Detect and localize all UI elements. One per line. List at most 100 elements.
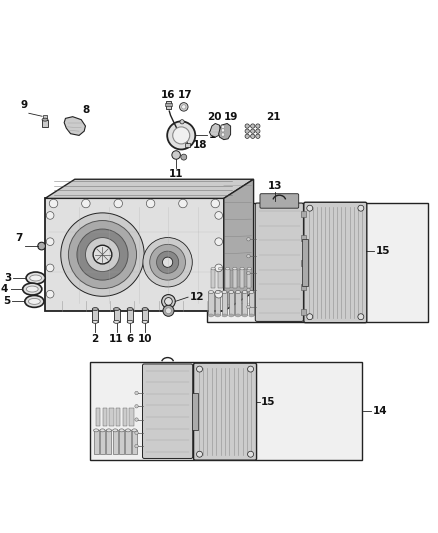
Bar [302,239,308,286]
Circle shape [307,314,313,320]
Ellipse shape [23,283,42,295]
Ellipse shape [142,308,148,311]
Bar [113,430,118,454]
Circle shape [49,199,58,208]
Circle shape [247,288,250,292]
Ellipse shape [26,272,45,284]
Bar [123,408,127,426]
Circle shape [85,238,120,272]
Circle shape [135,418,138,421]
Ellipse shape [106,429,111,432]
Ellipse shape [28,298,40,304]
FancyBboxPatch shape [255,203,304,321]
Ellipse shape [94,429,99,432]
Ellipse shape [229,314,234,317]
Text: 3: 3 [4,273,12,283]
Circle shape [245,134,249,139]
Circle shape [247,305,250,309]
Circle shape [146,199,155,208]
Polygon shape [219,124,230,140]
FancyBboxPatch shape [304,202,367,322]
Circle shape [245,124,249,128]
Bar [43,115,47,119]
Bar [233,269,237,288]
Ellipse shape [132,429,137,432]
Ellipse shape [242,314,247,317]
Text: 5: 5 [3,296,11,306]
Text: 8: 8 [82,105,90,115]
Bar [211,269,215,288]
Circle shape [181,154,187,160]
Circle shape [251,124,255,128]
Text: 9: 9 [20,100,27,110]
FancyBboxPatch shape [260,193,299,208]
Circle shape [68,221,137,289]
Circle shape [46,264,54,272]
Circle shape [135,445,138,448]
Text: 18: 18 [193,140,208,150]
Bar [192,393,198,430]
Circle shape [247,451,254,457]
Bar [90,362,362,460]
Circle shape [247,366,254,372]
Circle shape [256,124,260,128]
Circle shape [150,244,185,280]
Ellipse shape [233,268,237,270]
Circle shape [215,212,223,219]
Bar [242,292,247,316]
Circle shape [38,242,46,250]
Polygon shape [224,179,254,311]
Text: 19: 19 [223,112,238,122]
Polygon shape [209,124,220,137]
Ellipse shape [247,268,251,270]
Bar [301,211,306,217]
Bar [142,309,148,322]
Ellipse shape [249,314,254,317]
Text: 11: 11 [109,334,124,344]
Circle shape [46,290,54,298]
Ellipse shape [113,320,120,324]
Bar [301,260,306,265]
Ellipse shape [218,268,223,270]
Ellipse shape [222,290,227,294]
Text: 21: 21 [266,112,281,122]
Ellipse shape [113,429,118,432]
Circle shape [77,229,128,280]
Bar [110,408,113,426]
Circle shape [307,205,313,211]
Text: 2: 2 [92,334,99,344]
Bar [235,292,240,316]
Ellipse shape [208,290,214,294]
Bar [113,309,120,322]
Circle shape [247,254,250,258]
Circle shape [81,199,90,208]
Bar [229,292,234,316]
Text: 20: 20 [207,112,222,122]
Bar [240,269,244,288]
Circle shape [156,251,179,273]
Bar [301,309,306,314]
Circle shape [179,199,187,208]
Bar [119,430,124,454]
Text: 15: 15 [375,246,390,256]
Ellipse shape [242,290,247,294]
Ellipse shape [127,308,133,311]
Circle shape [135,391,138,395]
Bar [94,430,99,454]
Bar [207,203,428,322]
Circle shape [173,127,190,144]
Ellipse shape [235,314,240,317]
Ellipse shape [226,268,230,270]
Bar [218,269,223,288]
Bar [208,292,214,316]
Ellipse shape [42,118,48,121]
Circle shape [211,199,219,208]
Bar [45,198,224,311]
Circle shape [358,314,364,320]
Circle shape [215,264,223,272]
Circle shape [215,290,223,298]
Bar [132,430,137,454]
Bar [116,408,120,426]
Circle shape [180,103,188,111]
Bar [301,284,306,290]
